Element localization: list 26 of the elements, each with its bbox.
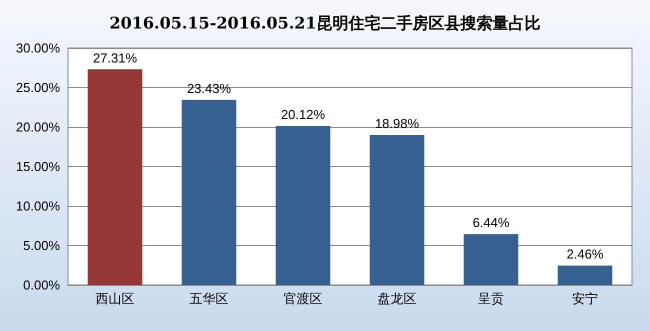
data-label: 23.43% — [186, 80, 232, 96]
data-label: 27.31% — [92, 50, 138, 66]
bar — [182, 100, 236, 285]
y-tick-label: 30.00% — [16, 40, 60, 56]
bar — [88, 69, 142, 285]
y-tick-label: 15.00% — [16, 159, 60, 174]
chart-title: 2016.05.15-2016.05.21昆明住宅二手房区县搜索量占比 — [109, 14, 541, 32]
bar — [370, 135, 424, 285]
y-tick-label: 10.00% — [16, 198, 60, 214]
bar — [464, 234, 518, 285]
x-tick-label: 安宁 — [572, 291, 598, 307]
x-tick-label: 五华区 — [190, 292, 228, 307]
y-tick-label: 25.00% — [16, 80, 60, 95]
y-tick-label: 20.00% — [16, 120, 60, 134]
x-tick-label: 官渡区 — [284, 291, 322, 307]
y-tick-label: 5.00% — [23, 238, 60, 253]
x-tick-label: 呈贡 — [478, 292, 504, 307]
y-tick-label: 0.00% — [23, 278, 60, 292]
data-label: 18.98% — [374, 116, 420, 132]
bar — [558, 266, 612, 285]
x-tick-label: 盘龙区 — [378, 292, 416, 307]
data-label: 6.44% — [472, 215, 510, 230]
x-tick-label: 西山区 — [96, 292, 134, 307]
data-label: 20.12% — [280, 107, 326, 122]
bar — [276, 126, 330, 285]
data-label: 2.46% — [566, 246, 604, 262]
